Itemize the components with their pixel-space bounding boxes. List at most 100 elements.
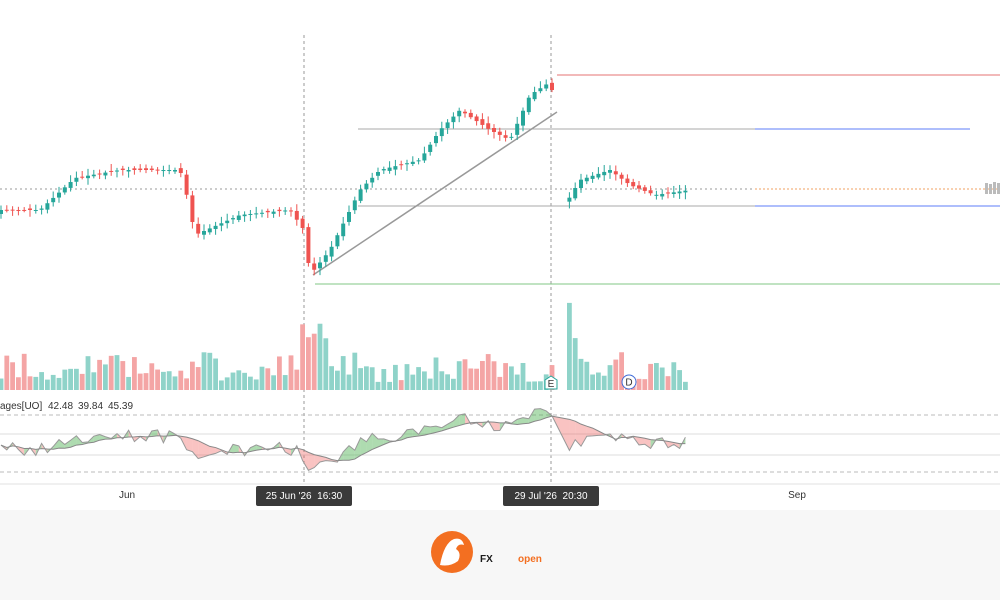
volume-bar: [514, 374, 520, 390]
candle-body: [91, 174, 96, 177]
candle-body: [637, 185, 641, 189]
crosshair-tag: [256, 486, 352, 506]
volume-bar: [375, 381, 381, 390]
candle-body: [590, 175, 595, 179]
volume-bar: [427, 378, 433, 390]
marker-label: D: [625, 378, 632, 389]
candle-body: [416, 160, 421, 162]
volume-bar: [491, 361, 497, 390]
dividend-marker[interactable]: [621, 374, 637, 390]
volume-bar: [665, 376, 671, 390]
volume-bar: [103, 364, 108, 390]
volume-bar: [642, 379, 648, 390]
candle-body: [62, 187, 67, 193]
volume-bar: [282, 375, 288, 390]
candle-body: [480, 119, 485, 125]
candle-body: [173, 170, 177, 172]
volume-bar: [219, 380, 224, 390]
osc-fill: [59, 439, 65, 449]
candle-body: [532, 92, 537, 100]
volume-bar: [306, 337, 311, 390]
volume-bar: [340, 356, 346, 390]
logo-mark: [440, 538, 464, 566]
candle-body: [352, 200, 357, 211]
volume-bar: [224, 377, 230, 390]
candle-body: [457, 110, 462, 117]
candle-body: [103, 172, 108, 176]
volume-bar: [317, 323, 323, 390]
volume-bar: [300, 324, 305, 390]
volume-bar: [120, 361, 126, 390]
candle-body: [503, 135, 508, 138]
candle-body: [138, 168, 143, 170]
candle-body: [393, 166, 398, 170]
volume-bar: [468, 368, 474, 390]
osc-fill: [662, 437, 668, 448]
volume-bar: [91, 372, 97, 390]
volume-bar: [404, 364, 410, 390]
osc-fill: [383, 438, 390, 445]
candle-body: [271, 211, 276, 214]
volume-bar: [532, 381, 537, 390]
time-label: Sep: [788, 490, 806, 501]
crosshair-label: 29 Jul '26 20:30: [514, 491, 588, 502]
volume-bar: [242, 372, 247, 390]
osc-fill: [314, 454, 320, 468]
volume-bar: [114, 355, 120, 390]
volume-bar: [572, 338, 578, 390]
indicator-value: 45.39: [108, 401, 133, 412]
osc-fill: [209, 446, 216, 455]
candle-body: [584, 177, 589, 182]
candle-body: [277, 209, 282, 212]
candle-body: [463, 111, 467, 114]
osc-fill: [256, 444, 262, 451]
candle-body: [666, 192, 670, 194]
candle-body: [45, 203, 50, 210]
volume-bar: [149, 363, 155, 390]
volume-bar: [56, 377, 62, 390]
volume-bar: [398, 380, 404, 390]
osc-fill: [354, 437, 361, 460]
osc-fill: [586, 426, 593, 437]
candle-body: [10, 209, 15, 211]
volume-bar: [584, 361, 590, 390]
volume-bar: [416, 367, 421, 390]
candle-body: [660, 193, 665, 197]
candle-body: [567, 197, 572, 202]
candle-body: [196, 223, 201, 234]
candle-body: [231, 218, 235, 220]
indicator-label: ages[UO]: [0, 401, 42, 412]
osc-fill: [151, 429, 158, 437]
price-tag: [997, 183, 1000, 194]
candle-body: [109, 170, 114, 172]
candle-body: [358, 189, 363, 201]
volume-bar: [422, 371, 427, 390]
candle-body: [486, 123, 491, 129]
volume-bar: [45, 379, 50, 390]
earnings-marker[interactable]: [544, 375, 558, 390]
volume-bar: [503, 363, 508, 390]
volume-bar: [671, 362, 677, 390]
candle-body: [0, 210, 3, 214]
candle-body: [190, 195, 195, 222]
candle-body: [642, 187, 647, 191]
volume-bar: [132, 357, 137, 390]
osc-fill: [540, 408, 547, 420]
candle-body: [329, 246, 334, 257]
osc-line: [0, 408, 686, 471]
osc-fill: [192, 438, 199, 459]
volume-bar: [445, 374, 450, 390]
candle-body: [613, 171, 618, 175]
volume-bar: [590, 374, 595, 390]
volume-bar: [654, 363, 659, 390]
volume-bar: [659, 367, 665, 390]
volume-bar: [497, 376, 503, 390]
candle-body: [579, 179, 583, 189]
volume-bar: [462, 359, 468, 390]
candle-body: [625, 178, 630, 184]
osc-fill: [343, 445, 349, 461]
osc-fill: [99, 434, 106, 441]
volume-bar: [311, 333, 317, 390]
volume-bar: [288, 355, 294, 390]
